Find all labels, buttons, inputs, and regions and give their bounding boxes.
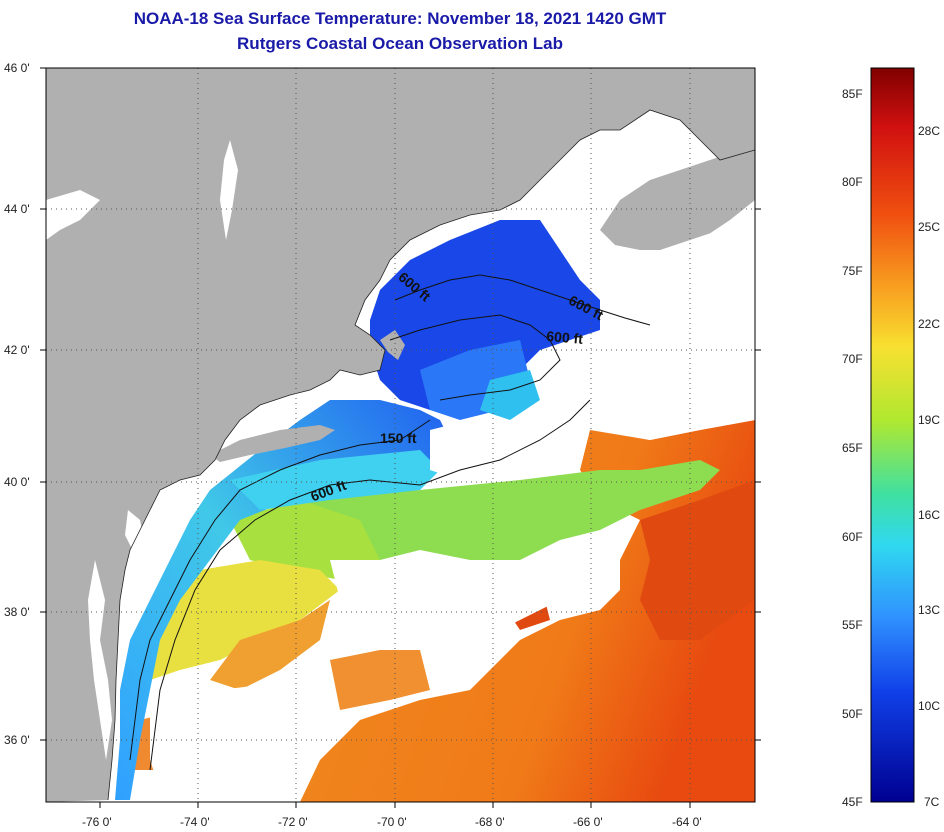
orange-patch-midshelf [330, 650, 430, 710]
cbar-c-7: 7C [924, 795, 940, 809]
lat-label-42: 42 0' [4, 343, 30, 357]
lat-label-38: 38 0' [4, 605, 30, 619]
lake-champlain [220, 140, 238, 240]
cbar-f-85: 85F [842, 87, 863, 101]
cbar-c-28: 28C [918, 124, 941, 138]
map-title: NOAA-18 Sea Surface Temperature: Novembe… [133, 9, 667, 28]
cbar-f-55: 55F [842, 618, 863, 632]
isobath-150ft-contour [129, 419, 431, 761]
cbar-c-16: 16C [918, 508, 941, 522]
lat-label-40: 40 0' [4, 475, 30, 489]
bay-of-fundy [580, 150, 640, 195]
green-water-region [300, 460, 720, 560]
cbar-f-45: 45F [842, 795, 863, 809]
land-nova-scotia [600, 148, 755, 250]
lon-label-72: -72 0' [278, 815, 308, 829]
isobath-600ft-contour [149, 399, 591, 771]
yellow-water-shelf [150, 560, 340, 680]
warm-water-region [300, 420, 755, 802]
cloud-mass-east [580, 220, 755, 440]
cbar-c-10: 10C [918, 699, 941, 713]
cbar-f-75: 75F [842, 264, 863, 278]
cbar-f-80: 80F [842, 175, 863, 189]
cbar-c-13: 13C [918, 603, 941, 617]
chesapeake-bay [88, 560, 112, 760]
land-mainland [46, 68, 755, 802]
lon-label-76: -76 0' [82, 815, 112, 829]
lat-label-44: 44 0' [4, 202, 30, 216]
gulf-of-maine-water [370, 220, 600, 410]
cbar-f-50: 50F [842, 707, 863, 721]
cbar-f-65: 65F [842, 441, 863, 455]
orange-patch-shelf [210, 600, 330, 690]
contour-label-150: 150 ft [380, 430, 417, 446]
map-frame [45, 67, 756, 803]
lat-label-46: 46 0' [4, 61, 30, 75]
cloud-mass-georges [430, 420, 500, 480]
cbar-f-60: 60F [842, 530, 863, 544]
cyan-patch-georges [480, 370, 540, 420]
lon-label-64: -64 0' [672, 815, 702, 829]
land-long-island [210, 425, 335, 462]
cloud-mass-southwest [150, 680, 330, 790]
cbar-c-25: 25C [918, 220, 941, 234]
map-subtitle: Rutgers Coastal Ocean Observation Lab [237, 34, 563, 53]
cbar-c-22: 22C [918, 317, 941, 331]
isobath-georges-contour [389, 314, 561, 401]
lat-label-36: 36 0' [4, 733, 30, 747]
lake-ontario-shore [46, 190, 100, 240]
lon-label-66: -66 0' [573, 815, 603, 829]
colorbar-gradient [870, 67, 915, 803]
cloud-mass-central [330, 560, 560, 640]
cyan-water-mid [230, 450, 440, 510]
lon-label-70: -70 0' [377, 815, 407, 829]
delaware-bay [125, 510, 145, 555]
lon-label-74: -74 0' [180, 815, 210, 829]
hot-water-core [640, 480, 755, 640]
lon-label-68: -68 0' [475, 815, 505, 829]
cbar-f-70: 70F [842, 352, 863, 366]
contour-label-east: 600 ft [546, 328, 584, 347]
isobath-gulf-of-maine-contour [394, 274, 651, 326]
cbar-c-19: 19C [918, 413, 941, 427]
coastline [107, 109, 755, 801]
